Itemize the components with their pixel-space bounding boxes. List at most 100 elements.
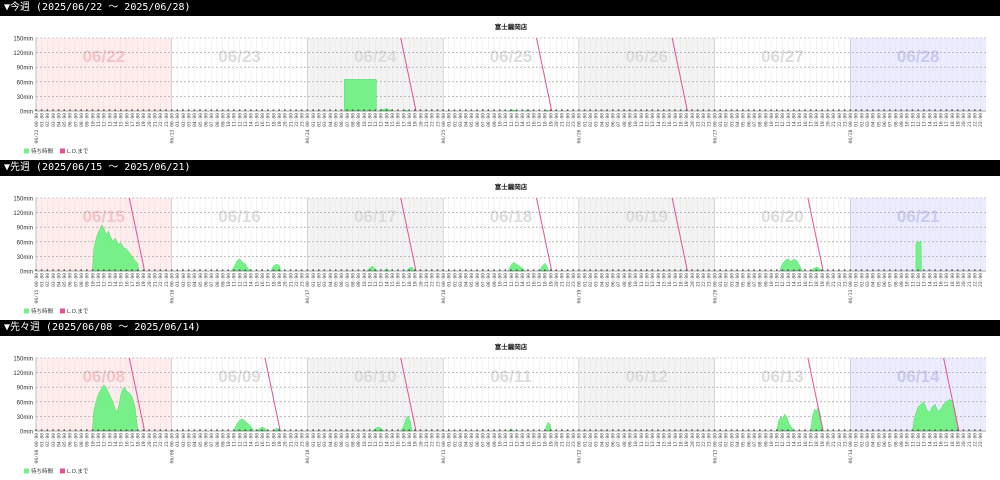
baseline-marker bbox=[91, 109, 94, 111]
y-tick-label: 30min bbox=[17, 415, 33, 421]
baseline-marker bbox=[600, 429, 603, 431]
chart-title: 富士繭岡店 bbox=[495, 342, 528, 351]
baseline-marker bbox=[312, 109, 314, 111]
baseline-marker bbox=[391, 269, 394, 271]
x-hour-label: 13:00 bbox=[379, 273, 385, 287]
x-hour-label: 05:00 bbox=[198, 273, 204, 287]
baseline-marker bbox=[272, 429, 275, 431]
x-hour-label: 21:00 bbox=[288, 113, 294, 127]
x-hour-label: 23:00 bbox=[435, 433, 441, 447]
week-section-this-week: ▼今週 (2025/06/22 ～ 2025/06/28) 06/22 06/23… bbox=[0, 0, 1000, 160]
baseline-marker bbox=[238, 109, 241, 111]
baseline-marker bbox=[317, 109, 320, 111]
baseline-marker bbox=[872, 109, 874, 111]
baseline-marker bbox=[674, 269, 676, 271]
baseline-marker bbox=[442, 109, 444, 111]
baseline-marker bbox=[510, 429, 512, 431]
x-hour-label: 18:00 bbox=[407, 273, 413, 287]
x-hour-label: 07:00 bbox=[345, 433, 351, 447]
baseline-marker bbox=[408, 429, 411, 431]
baseline-marker bbox=[951, 429, 953, 431]
x-hour-label: 18:00 bbox=[271, 433, 277, 447]
baseline-marker bbox=[832, 429, 835, 431]
baseline-marker bbox=[662, 429, 665, 431]
baseline-marker bbox=[583, 269, 586, 271]
x-hour-label: 01:00 bbox=[311, 433, 317, 447]
x-hour-label: 02:00 bbox=[181, 113, 187, 127]
x-hour-label: 15:00 bbox=[254, 273, 260, 287]
baseline-marker bbox=[284, 109, 286, 111]
baseline-marker bbox=[103, 269, 105, 271]
baseline-marker bbox=[46, 269, 49, 271]
baseline-marker bbox=[606, 269, 608, 271]
baseline-marker bbox=[216, 269, 218, 271]
x-hour-label: 06:00 bbox=[882, 113, 888, 127]
x-day-start-label: 06/28 00:00 bbox=[848, 113, 854, 144]
baseline-marker bbox=[843, 109, 846, 111]
baseline-marker bbox=[80, 269, 83, 271]
x-hour-label: 19:00 bbox=[413, 273, 419, 287]
baseline-marker bbox=[611, 269, 614, 271]
x-hour-label: 21:00 bbox=[967, 433, 973, 447]
wait-time-area bbox=[915, 240, 922, 272]
baseline-marker bbox=[544, 269, 546, 271]
x-hour-label: 08:00 bbox=[486, 113, 492, 127]
week-header-this-week[interactable]: ▼今週 (2025/06/22 ～ 2025/06/28) bbox=[0, 0, 1000, 16]
x-hour-label: 17:00 bbox=[130, 113, 136, 127]
x-hour-label: 03:00 bbox=[51, 273, 57, 287]
y-tick-label: 150min bbox=[13, 197, 33, 203]
x-hour-label: 14:00 bbox=[384, 113, 390, 127]
x-hour-label: 01:00 bbox=[582, 273, 588, 287]
x-hour-label: 11:00 bbox=[503, 433, 509, 447]
baseline-marker bbox=[244, 269, 247, 271]
baseline-marker bbox=[329, 109, 331, 111]
x-hour-label: 12:00 bbox=[373, 273, 379, 287]
baseline-marker bbox=[442, 269, 444, 271]
baseline-marker bbox=[809, 429, 812, 431]
wait-time-chart-last-week: 06/15 06/16 06/17 06/18 06/19 06/20 06/210min3… bbox=[13, 182, 986, 315]
baseline-marker bbox=[498, 109, 501, 111]
baseline-marker bbox=[86, 269, 88, 271]
baseline-marker bbox=[35, 429, 37, 431]
baseline-marker bbox=[148, 109, 150, 111]
x-hour-label: 17:00 bbox=[130, 433, 136, 447]
baseline-marker bbox=[74, 429, 77, 431]
x-hour-label: 17:00 bbox=[944, 273, 950, 287]
baseline-marker bbox=[883, 429, 886, 431]
baseline-marker bbox=[74, 269, 77, 271]
baseline-marker bbox=[419, 429, 422, 431]
baseline-marker bbox=[295, 429, 297, 431]
baseline-marker bbox=[210, 269, 213, 271]
baseline-marker bbox=[736, 429, 738, 431]
x-hour-label: 06:00 bbox=[882, 273, 888, 287]
baseline-marker bbox=[170, 429, 173, 431]
baseline-marker bbox=[561, 429, 563, 431]
x-hour-label: 19:00 bbox=[413, 433, 419, 447]
x-hour-label: 23:00 bbox=[978, 433, 984, 447]
x-hour-label: 05:00 bbox=[876, 273, 882, 287]
week-header-last-week[interactable]: ▼先週 (2025/06/15 ～ 2025/06/21) bbox=[0, 160, 1000, 176]
x-hour-label: 11:00 bbox=[639, 433, 645, 447]
x-hour-label: 17:00 bbox=[944, 433, 950, 447]
x-hour-label: 12:00 bbox=[645, 273, 651, 287]
x-hour-label: 18:00 bbox=[407, 433, 413, 447]
x-hour-label: 23:00 bbox=[707, 113, 713, 127]
x-day-start-label: 06/11 00:00 bbox=[441, 433, 447, 464]
baseline-marker bbox=[334, 429, 337, 431]
baseline-marker bbox=[922, 429, 925, 431]
baseline-marker bbox=[900, 109, 902, 111]
baseline-marker bbox=[374, 269, 377, 271]
baseline-marker bbox=[464, 109, 467, 111]
x-hour-label: 01:00 bbox=[718, 433, 724, 447]
baseline-marker bbox=[838, 109, 840, 111]
baseline-marker bbox=[657, 109, 659, 111]
baseline-marker bbox=[368, 109, 371, 111]
x-hour-label: 17:00 bbox=[266, 273, 272, 287]
x-hour-label: 09:00 bbox=[899, 273, 905, 287]
baseline-marker bbox=[250, 429, 252, 431]
baseline-marker bbox=[962, 109, 965, 111]
baseline-marker bbox=[40, 109, 43, 111]
week-header-two-weeks-ago[interactable]: ▼先々週 (2025/06/08 ～ 2025/06/14) bbox=[0, 320, 1000, 336]
x-hour-label: 22:00 bbox=[294, 113, 300, 127]
